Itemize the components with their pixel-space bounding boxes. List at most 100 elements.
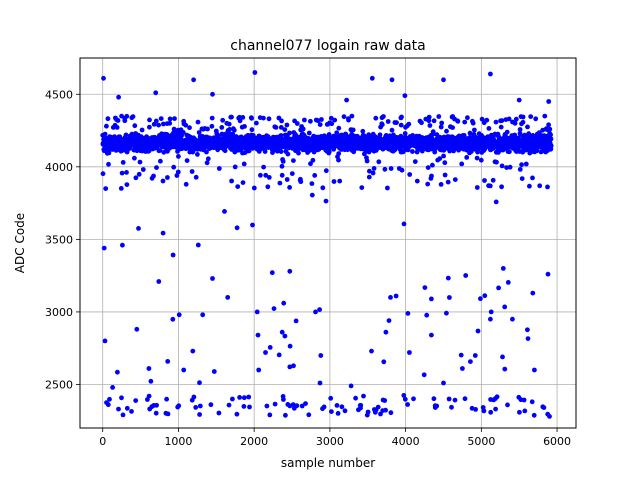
plot-frame xyxy=(79,57,577,429)
data-point xyxy=(326,149,332,155)
data-point xyxy=(267,345,273,350)
data-point xyxy=(183,122,189,128)
data-point xyxy=(470,120,476,126)
data-point xyxy=(472,353,478,358)
data-point xyxy=(401,393,407,398)
data-point xyxy=(379,122,385,128)
data-point xyxy=(360,128,366,134)
data-point xyxy=(452,177,458,183)
data-point xyxy=(164,396,170,402)
data-point xyxy=(151,173,156,179)
data-point xyxy=(383,329,389,335)
data-point xyxy=(299,403,305,409)
data-point xyxy=(382,166,388,172)
data-point xyxy=(382,398,388,403)
data-point xyxy=(183,181,189,187)
data-point xyxy=(317,380,323,386)
data-point xyxy=(181,367,187,373)
data-point xyxy=(407,172,413,177)
y-axis-label: ADC Code xyxy=(13,213,27,273)
data-point xyxy=(229,178,235,184)
data-point xyxy=(170,316,176,322)
data-point xyxy=(250,222,255,228)
data-point xyxy=(517,167,523,172)
data-point xyxy=(154,402,160,408)
data-point xyxy=(119,395,124,401)
data-point xyxy=(481,408,487,414)
data-point xyxy=(547,126,553,132)
data-point xyxy=(102,131,108,137)
data-point xyxy=(204,149,209,155)
data-point xyxy=(484,117,490,123)
data-point xyxy=(103,186,109,192)
data-point xyxy=(252,70,258,75)
data-point xyxy=(241,161,247,167)
data-point xyxy=(520,119,526,125)
data-point xyxy=(190,348,196,354)
data-point xyxy=(124,170,129,175)
data-point xyxy=(434,403,440,409)
data-point xyxy=(107,396,112,402)
data-point xyxy=(521,397,527,403)
data-point xyxy=(444,310,449,316)
data-point xyxy=(507,149,512,155)
data-point xyxy=(209,123,215,129)
data-point xyxy=(504,165,509,171)
data-point xyxy=(463,273,469,278)
data-point xyxy=(530,175,535,181)
data-point xyxy=(367,168,372,174)
data-point xyxy=(256,367,262,373)
data-point xyxy=(431,118,437,124)
data-point xyxy=(432,149,438,155)
data-point xyxy=(424,312,430,318)
data-point xyxy=(157,148,163,153)
data-point xyxy=(488,409,494,415)
data-point xyxy=(449,404,454,410)
data-point xyxy=(171,126,177,132)
data-point xyxy=(388,295,393,300)
data-point xyxy=(499,184,504,190)
chart-title: channel077 logain raw data xyxy=(230,38,425,54)
data-point xyxy=(375,404,381,410)
data-point xyxy=(308,118,313,124)
data-point xyxy=(447,148,453,154)
data-point xyxy=(312,173,318,178)
data-point xyxy=(134,326,140,332)
data-point xyxy=(411,396,416,402)
data-point xyxy=(342,408,348,414)
data-point xyxy=(193,174,199,180)
data-point xyxy=(115,369,120,375)
data-point xyxy=(271,306,277,311)
data-point xyxy=(115,118,121,123)
data-point xyxy=(227,126,233,132)
data-point xyxy=(116,94,121,100)
data-point xyxy=(388,166,394,171)
data-point xyxy=(475,328,481,334)
data-point xyxy=(277,180,283,186)
data-point xyxy=(116,406,121,412)
data-point xyxy=(130,114,136,119)
data-point xyxy=(465,115,470,121)
data-point xyxy=(439,120,445,126)
data-point xyxy=(278,125,284,130)
data-point xyxy=(119,170,125,176)
data-point xyxy=(139,127,145,133)
data-point xyxy=(365,409,371,415)
data-point xyxy=(146,366,152,371)
data-point xyxy=(176,154,181,159)
data-point xyxy=(279,329,285,335)
data-point xyxy=(281,397,286,402)
data-point xyxy=(499,163,505,169)
data-point xyxy=(488,316,493,322)
data-point xyxy=(124,182,130,188)
data-point xyxy=(230,396,235,402)
data-point xyxy=(493,406,498,412)
data-point xyxy=(513,116,519,122)
data-point xyxy=(467,130,473,136)
data-point xyxy=(336,157,341,163)
data-point xyxy=(282,333,288,339)
data-point xyxy=(191,394,197,400)
data-point xyxy=(460,366,465,371)
data-point xyxy=(226,121,232,127)
data-point xyxy=(276,352,282,358)
